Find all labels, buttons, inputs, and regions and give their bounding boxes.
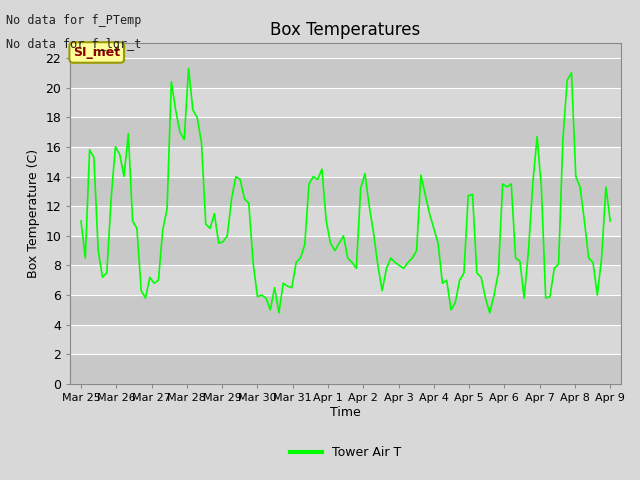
- Bar: [70, 147, 621, 177]
- Text: No data for f_lgr_t: No data for f_lgr_t: [6, 38, 142, 51]
- Bar: [70, 295, 621, 325]
- Legend: Tower Air T: Tower Air T: [285, 442, 406, 464]
- Bar: [70, 265, 621, 295]
- Text: No data for f_PTemp: No data for f_PTemp: [6, 14, 142, 27]
- Bar: [70, 206, 621, 236]
- Text: SI_met: SI_met: [73, 46, 120, 59]
- Bar: [70, 177, 621, 206]
- Bar: [70, 354, 621, 384]
- Y-axis label: Box Temperature (C): Box Temperature (C): [27, 149, 40, 278]
- X-axis label: Time: Time: [330, 406, 361, 419]
- Bar: [70, 236, 621, 265]
- Title: Box Temperatures: Box Temperatures: [271, 21, 420, 39]
- Bar: [70, 88, 621, 117]
- Bar: [70, 325, 621, 354]
- Bar: [70, 58, 621, 88]
- Bar: [70, 117, 621, 147]
